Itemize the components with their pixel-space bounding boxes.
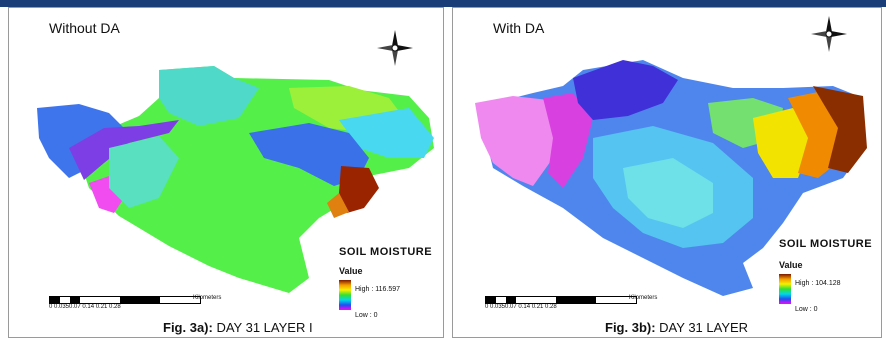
legend-low-value: Low : 0: [355, 312, 378, 319]
caption-prefix: Fig. 3a):: [163, 320, 217, 335]
map-region-purple-north: [573, 60, 678, 120]
legend-high-value: High : 116.597: [355, 286, 401, 293]
scale-bar: [49, 296, 201, 304]
map-region-brown-east: [813, 86, 867, 173]
legend-value-label: Value: [339, 266, 363, 276]
map-panel-without-da: Without DA SOIL MOISTURE Value High : 11…: [8, 7, 444, 338]
map-region-magenta-west: [543, 93, 593, 188]
map-region-pink-west: [475, 96, 563, 186]
legend-low-value: Low : 0: [795, 306, 818, 313]
top-strip: [0, 0, 886, 7]
figure-caption: Fig. 3a): DAY 31 LAYER I: [163, 320, 313, 335]
map-region-cyan-core: [623, 158, 713, 228]
legend-title: SOIL MOISTURE: [339, 246, 433, 258]
legend-high-value: High : 104.128: [795, 280, 841, 287]
map-region-hotspot-edge: [327, 193, 349, 218]
scale-tick-labels: 0 0.0350.07 0.14 0.21 0.28: [49, 304, 121, 310]
map-panel-with-da: With DA SOIL MOISTURE Value High : 104.1…: [452, 7, 882, 338]
map-region-cyan-sw: [109, 136, 179, 208]
scale-unit-label: Kilometers: [629, 295, 658, 301]
legend-color-ramp: [779, 274, 791, 304]
map-region-purple-west: [69, 120, 179, 180]
map-region-blue-east: [249, 123, 369, 186]
soil-moisture-map-a: [37, 66, 434, 293]
map-region-cyan-east: [339, 108, 434, 158]
caption-text: DAY 31 LAYER: [659, 320, 749, 335]
caption-text: DAY 31 LAYER I: [216, 320, 313, 335]
map-region-hotspot: [339, 166, 379, 213]
panel-title: Without DA: [49, 20, 120, 36]
figure-caption: Fig. 3b): DAY 31 LAYER: [605, 320, 748, 335]
map-region-cyan-north: [159, 66, 259, 126]
map-region-yellow-east: [753, 108, 813, 178]
scale-unit-label: Kilometers: [193, 295, 222, 301]
caption-prefix: Fig. 3b):: [605, 320, 660, 335]
soil-moisture-map-b: [475, 60, 867, 296]
legend-title: SOIL MOISTURE: [779, 238, 873, 250]
legend-value-label: Value: [779, 260, 803, 270]
compass-icon: [377, 30, 413, 66]
compass-icon: [811, 16, 847, 52]
scale-tick-labels: 0 0.0350.07 0.14 0.21 0.28: [485, 304, 557, 310]
panel-title: With DA: [493, 20, 545, 36]
scale-bar: [485, 296, 637, 304]
legend-color-ramp: [339, 280, 351, 310]
